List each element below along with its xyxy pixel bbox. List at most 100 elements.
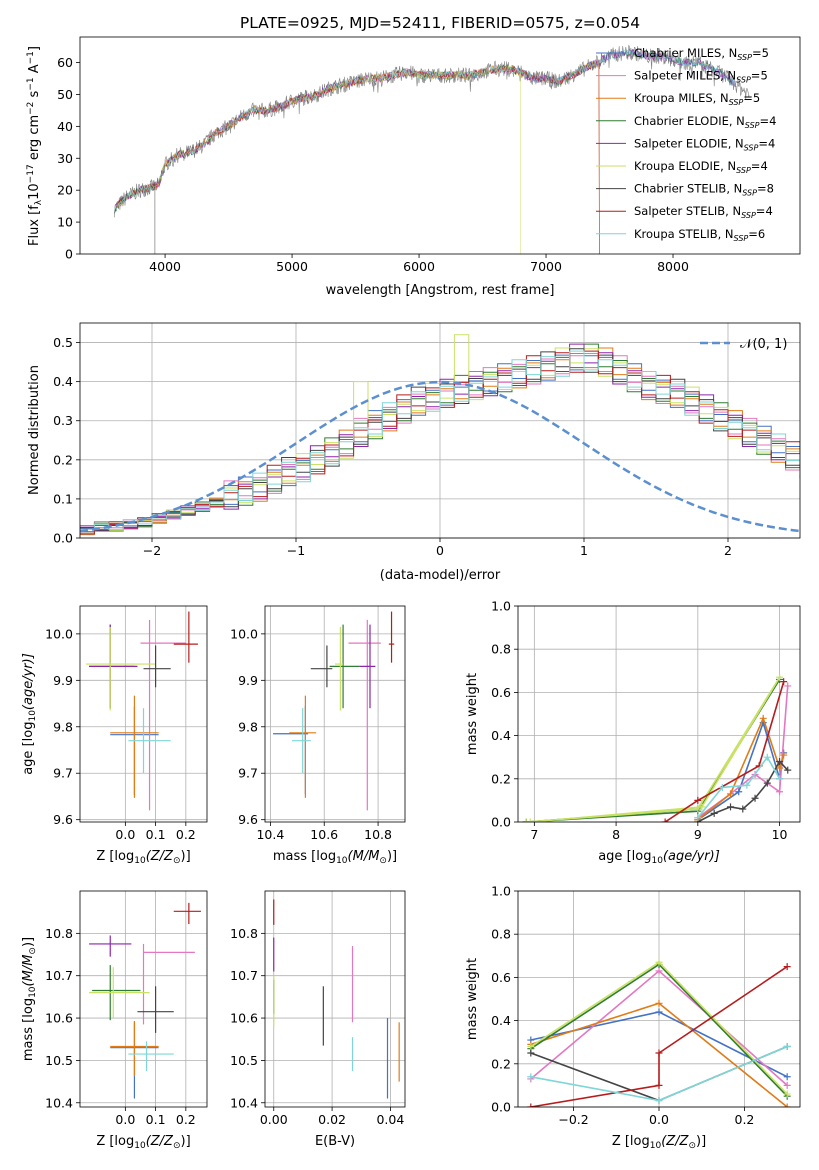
errorbar-point: [348, 619, 381, 811]
x-label-age_vs_mass: mass [log10(M/M⊙)]: [273, 849, 397, 866]
legend-ssp: SSP: [736, 76, 751, 85]
y-tick-label: 50: [57, 87, 73, 102]
y-tick-label: 0.8: [491, 927, 511, 942]
y-tick-label: 0.3: [53, 413, 73, 428]
x-tick-label: −1: [287, 543, 305, 558]
legend-eq: =: [751, 159, 761, 173]
y-tick-label: 0: [65, 247, 73, 262]
histogram-series: [80, 347, 800, 530]
x-tick-label: 6000: [403, 259, 435, 274]
x-tick-label: 0.0: [115, 1112, 135, 1127]
weight-marker: [526, 818, 534, 822]
residuals-y-label: Normed distribution: [27, 365, 42, 495]
x-tick-label: 7000: [530, 259, 562, 274]
errorbar-point: [291, 708, 311, 774]
x-label-text: Z [log: [612, 1134, 650, 1149]
spectrum-lines: [114, 44, 750, 254]
y-label-sun: ⊙: [28, 947, 38, 955]
ylabel-erg: erg cm: [27, 115, 42, 164]
y-tick-label: 40: [57, 119, 73, 134]
x-tick-label: 5000: [276, 259, 308, 274]
x-label-sub: 10: [651, 856, 663, 866]
legend-eq: =: [743, 91, 753, 105]
y-tick-label: 10: [57, 215, 73, 230]
errorbar-point: [359, 624, 376, 709]
legend-nssp: 4: [769, 114, 776, 128]
legend-name: Kroupa STELIB: [634, 227, 718, 241]
weight-marker: [776, 775, 784, 783]
weight-marker: [527, 1103, 535, 1107]
legend-entry: Chabrier MILES, NSSP=5: [634, 46, 769, 62]
errorbar-point: [137, 986, 174, 1033]
histogram-series: [80, 343, 800, 532]
legend-eq: =: [757, 182, 767, 196]
legend-entry: Salpeter STELIB, NSSP=4: [634, 204, 773, 220]
legend-name: Chabrier ELODIE: [634, 114, 729, 128]
legend-name: Kroupa MILES: [634, 91, 713, 105]
x-label-end: )]: [181, 1134, 191, 1149]
y-tick-label: 10.7: [45, 968, 73, 983]
x-label-text: mass [log: [273, 849, 336, 864]
legend-eq: =: [756, 204, 766, 218]
x-label-rest: (Z/Z: [146, 1134, 174, 1149]
legend-ssp: SSP: [736, 166, 751, 175]
weight-marker: [527, 1073, 535, 1081]
weight-marker: [784, 766, 792, 774]
y-tick-label: 10.4: [45, 1095, 73, 1110]
weight-series-line: [697, 760, 789, 822]
x-tick-label: 8000: [657, 259, 689, 274]
x-label-text: Z [log: [96, 849, 134, 864]
legend-entry: Kroupa MILES, NSSP=5: [634, 91, 760, 107]
errorbars-age_vs_mass: [273, 611, 395, 811]
ylabel-main: Flux [f: [27, 205, 42, 246]
x-label-end: )]: [696, 1134, 706, 1149]
x-label-weight_vs_age: age [log10(age/yr)]: [598, 849, 720, 866]
normal-curve: [80, 380, 800, 533]
errorbars-mass_vs_ebv: [273, 899, 400, 1099]
y-label-rest: (age/yr)]: [21, 653, 36, 710]
y-tick-label: 10.7: [230, 968, 258, 983]
weight-series-line: [526, 678, 781, 822]
x-tick-label: 0: [436, 543, 444, 558]
y-tick-label: 0.0: [491, 1100, 511, 1115]
weight-marker: [776, 758, 784, 766]
legend-name: Kroupa ELODIE: [634, 159, 720, 173]
histograms: [80, 334, 800, 536]
legend-nssp: 5: [762, 46, 769, 60]
axes-mass_vs_Z: 0.0 0.1 0.2 10.4 10.5 10.6 10.7 10.8: [45, 891, 207, 1127]
spectrum-model-line: [114, 49, 737, 214]
x-tick-label: 0.2: [176, 827, 196, 842]
legend-entry: Salpeter MILES, NSSP=5: [634, 69, 768, 85]
ylabel-ten: 10: [27, 183, 42, 200]
weight-marker: [776, 673, 784, 681]
x-tick-label: 0.04: [376, 1112, 404, 1127]
frame-mass_vs_Z: [79, 890, 208, 1108]
weight-series-line: [526, 676, 781, 822]
ylabel-exp4: −1: [26, 51, 36, 64]
legend-name: Salpeter MILES: [634, 69, 720, 83]
y-label-text: mass [log: [21, 998, 36, 1061]
legend-nssp: 8: [767, 182, 774, 196]
y-label-rest: (M/M: [21, 955, 36, 987]
errorbar-point: [89, 967, 150, 1019]
errorbar-point: [89, 935, 132, 957]
y-tick-label: 10.5: [45, 1053, 73, 1068]
weight-marker: [776, 788, 784, 796]
y-label-mass_vs_Z: mass [log10(M/M⊙)]: [21, 937, 38, 1061]
x-label-rest: (M/M: [348, 849, 380, 864]
legend-nssp: 4: [768, 136, 775, 150]
histogram-series: [80, 350, 800, 535]
y-tick-label: 9.9: [238, 673, 258, 688]
y-tick-label: 0.6: [491, 685, 511, 700]
weight-marker: [527, 1049, 535, 1057]
weight-marker: [727, 790, 735, 798]
y-tick-label: 10.6: [45, 1011, 73, 1026]
x-label-rest: (Z/Z: [661, 1134, 689, 1149]
axes-weight_vs_Z: −0.2 0.0 0.2 0.0 0.2 0.4 0.6 0.8 1.0: [491, 884, 800, 1127]
spectrum-model-line: [114, 60, 600, 254]
errorbar-point: [110, 695, 159, 798]
legend-nssp: 4: [760, 159, 767, 173]
errorbar-point: [128, 1041, 174, 1071]
legend-entry: Kroupa ELODIE, NSSP=4: [634, 159, 768, 175]
axes-spectrum: 4000 5000 6000 7000 8000 0 10 20 30 40 50 60: [57, 55, 689, 274]
